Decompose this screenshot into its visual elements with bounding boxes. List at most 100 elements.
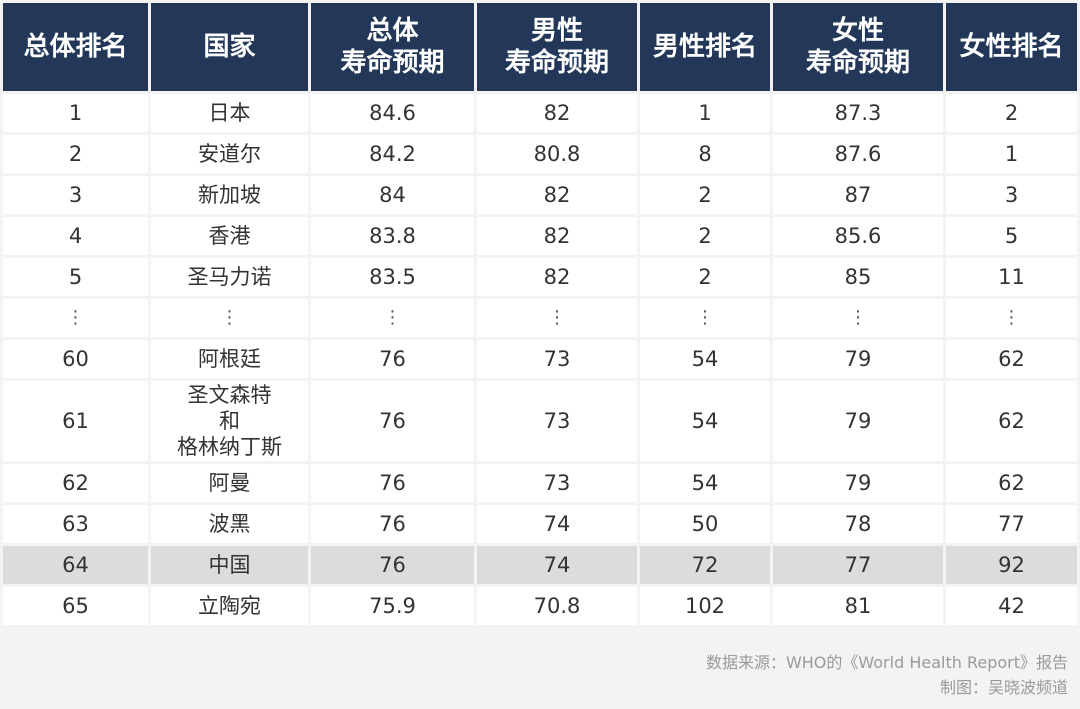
cell-female-le: 79 [773,340,943,378]
cell-text: 阿曼 [208,471,251,495]
cell-country: 日本 [151,94,308,132]
cell-male-le: 82 [477,217,637,255]
cell-text: 79 [844,409,872,433]
header-line: 总体 [366,16,419,46]
cell-male-le: 73 [477,340,637,378]
cell-text: 85.6 [834,224,882,248]
table-header: 总体排名 国家 总体 寿命预期 男性 寿命预期 男性排名 女性 寿命预期 女性排名 [3,3,1077,91]
cell-text: 62 [998,347,1025,371]
cell-country: 新加坡 [151,176,308,214]
cell-text: 50 [691,512,719,536]
cell-text: 圣马力诺 [187,265,272,289]
cell-text: 70.8 [533,594,581,618]
cell-text: 87.3 [834,101,882,125]
cell-text: 78 [844,512,872,536]
cell-text: 81 [844,594,872,618]
cell-text: 64 [62,553,89,577]
cell-male-rank: 54 [640,340,770,378]
cell-overall-le: 75.9 [311,587,474,625]
header-line: 寿命预期 [805,48,910,78]
cell-male-le: ⋮ [477,299,637,337]
cell-overall-le: 76 [311,546,474,584]
cell-overall-rank: 64 [3,546,148,584]
cell-overall-le: 84 [311,176,474,214]
cell-text: 2 [1004,101,1019,125]
cell-text: 54 [691,471,719,495]
header-line: 女性 [831,16,884,46]
cell-male-le: 82 [477,258,637,296]
column-header-overall-rank: 总体排名 [3,3,148,91]
cell-overall-rank: 61 [3,381,148,461]
header-line: 男性 [530,16,583,46]
column-header-male-le: 男性 寿命预期 [477,3,637,91]
cell-overall-rank: 65 [3,587,148,625]
cell-text: 84.6 [369,101,416,125]
column-header-male-rank: 男性排名 [640,3,770,91]
cell-text: 54 [691,347,719,371]
table-row: 65 立陶宛 75.9 70.8 102 81 42 [3,587,1077,625]
cell-overall-rank: 60 [3,340,148,378]
cell-female-rank: 62 [946,381,1077,461]
cell-male-rank: 8 [640,135,770,173]
cell-text: 11 [998,265,1025,289]
cell-overall-rank: 5 [3,258,148,296]
cell-male-rank: 102 [640,587,770,625]
cell-female-rank: 5 [946,217,1077,255]
cell-text: 5 [68,265,83,289]
table-row: 60 阿根廷 76 73 54 79 62 [3,340,1077,378]
header-line: 总体排名 [23,32,128,62]
cell-male-rank: 2 [640,258,770,296]
cell-male-le: 74 [477,546,637,584]
cell-text: 62 [62,471,89,495]
cell-text: 76 [379,409,406,433]
cell-text: 83.5 [369,265,416,289]
cell-text: 立陶宛 [198,594,261,618]
cell-text: 75.9 [369,594,416,618]
cell-text: 79 [844,347,872,371]
cell-female-le: 78 [773,505,943,543]
cell-text: 73 [543,471,571,495]
cell-overall-le: ⋮ [311,299,474,337]
cell-text: ⋮ [220,307,239,328]
cell-overall-le: 84.6 [311,94,474,132]
cell-text: 92 [998,553,1025,577]
header-line: 寿命预期 [504,48,609,78]
cell-female-le: 79 [773,381,943,461]
cell-male-le: 80.8 [477,135,637,173]
cell-female-le: 87 [773,176,943,214]
cell-female-le: 87.6 [773,135,943,173]
table-row: 62 阿曼 76 73 54 79 62 [3,464,1077,502]
cell-country: 圣马力诺 [151,258,308,296]
cell-text: 76 [379,347,406,371]
cell-text: 82 [543,265,571,289]
cell-male-rank: 2 [640,217,770,255]
column-header-overall-le: 总体 寿命预期 [311,3,474,91]
cell-country: 圣文森特和格林纳丁斯 [151,381,308,461]
cell-male-le: 82 [477,176,637,214]
cell-text: 阿根廷 [198,347,261,371]
header-line: 男性排名 [652,32,757,62]
cell-female-le: ⋮ [773,299,943,337]
cell-text: 63 [62,512,89,536]
cell-text: 波黑 [208,512,251,536]
cell-text: 3 [1004,183,1019,207]
cell-text: 77 [998,512,1025,536]
cell-female-rank: 77 [946,505,1077,543]
table-row: 4 香港 83.8 82 2 85.6 5 [3,217,1077,255]
cell-text: 65 [62,594,89,618]
cell-text: 1 [698,101,712,125]
cell-text: 61 [62,409,89,433]
cell-male-rank: 1 [640,94,770,132]
cell-text: 2 [698,265,712,289]
cell-text: 102 [684,594,726,618]
cell-text: 76 [379,471,406,495]
cell-male-rank: 2 [640,176,770,214]
cell-text: 62 [998,409,1025,433]
footer: 数据来源：WHO的《World Health Report》报告 制图：吴晓波频… [706,650,1068,700]
cell-overall-le: 83.5 [311,258,474,296]
cell-female-rank: 11 [946,258,1077,296]
cell-overall-le: 76 [311,340,474,378]
cell-text: ⋮ [1002,307,1021,328]
cell-male-le: 70.8 [477,587,637,625]
cell-male-rank: ⋮ [640,299,770,337]
